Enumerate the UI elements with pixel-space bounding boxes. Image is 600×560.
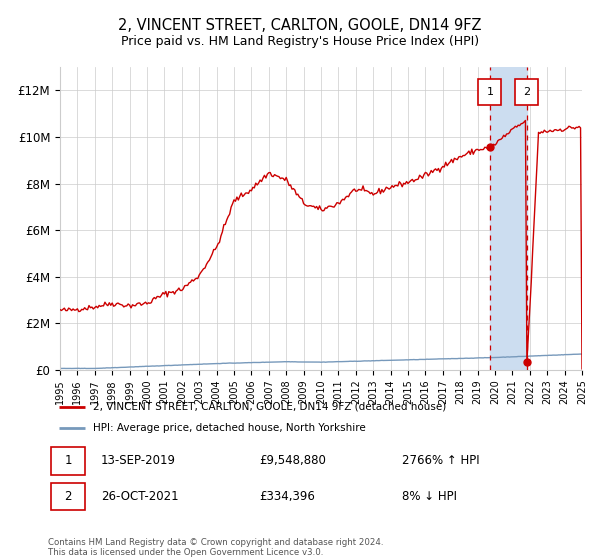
Text: 2, VINCENT STREET, CARLTON, GOOLE, DN14 9FZ: 2, VINCENT STREET, CARLTON, GOOLE, DN14 … xyxy=(118,18,482,32)
Text: Contains HM Land Registry data © Crown copyright and database right 2024.
This d: Contains HM Land Registry data © Crown c… xyxy=(48,538,383,557)
FancyBboxPatch shape xyxy=(50,483,85,510)
Text: 2, VINCENT STREET, CARLTON, GOOLE, DN14 9FZ (detached house): 2, VINCENT STREET, CARLTON, GOOLE, DN14 … xyxy=(93,402,446,412)
FancyBboxPatch shape xyxy=(515,80,538,105)
Text: 2: 2 xyxy=(523,87,530,97)
Bar xyxy=(490,67,527,370)
Text: £334,396: £334,396 xyxy=(259,489,315,503)
Text: £9,548,880: £9,548,880 xyxy=(259,454,326,468)
Text: Price paid vs. HM Land Registry's House Price Index (HPI): Price paid vs. HM Land Registry's House … xyxy=(121,35,479,49)
Text: HPI: Average price, detached house, North Yorkshire: HPI: Average price, detached house, Nort… xyxy=(93,422,365,432)
Text: 2766% ↑ HPI: 2766% ↑ HPI xyxy=(402,454,479,468)
FancyBboxPatch shape xyxy=(478,80,502,105)
Text: 2: 2 xyxy=(64,489,72,503)
Text: 1: 1 xyxy=(64,454,72,468)
Text: 1: 1 xyxy=(487,87,493,97)
Text: 13-SEP-2019: 13-SEP-2019 xyxy=(101,454,176,468)
Text: 26-OCT-2021: 26-OCT-2021 xyxy=(101,489,178,503)
FancyBboxPatch shape xyxy=(50,447,85,474)
Text: 8% ↓ HPI: 8% ↓ HPI xyxy=(402,489,457,503)
